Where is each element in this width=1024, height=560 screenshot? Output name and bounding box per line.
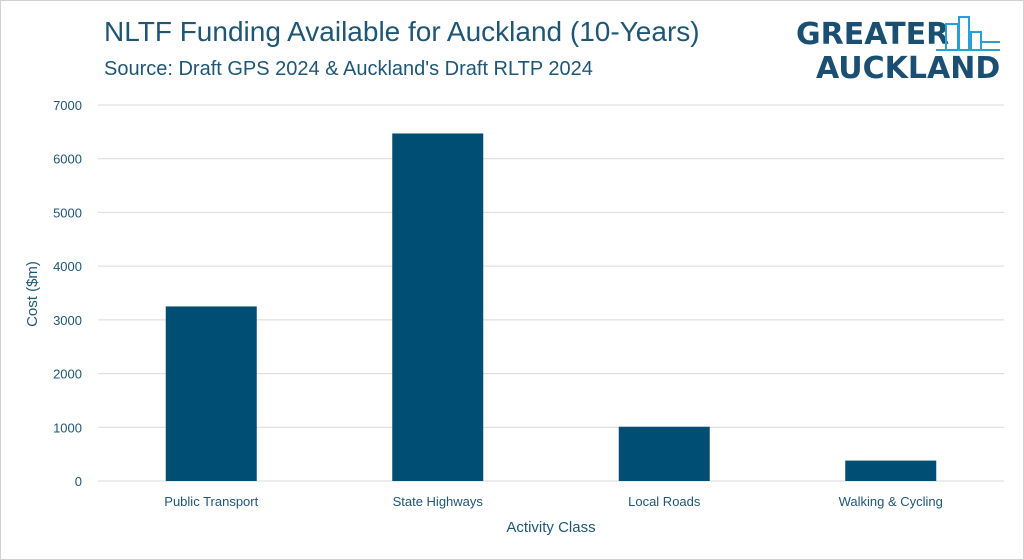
y-tick-label: 5000 xyxy=(53,205,82,220)
x-tick-label: State Highways xyxy=(393,494,484,509)
bar xyxy=(845,460,937,481)
y-tick-label: 0 xyxy=(75,474,82,489)
x-tick-label: Walking & Cycling xyxy=(839,494,943,509)
y-axis-title: Cost ($m) xyxy=(24,261,41,327)
logo-line1: GREATER xyxy=(796,17,949,52)
x-axis-ticks: Public Transport State Highways Local Road… xyxy=(164,494,943,509)
y-tick-label: 7000 xyxy=(53,98,82,113)
bar xyxy=(392,133,484,481)
y-tick-label: 6000 xyxy=(53,152,82,167)
y-tick-label: 1000 xyxy=(53,420,82,435)
greater-auckland-logo: GREATER AUCKLAND xyxy=(796,16,1000,84)
bar xyxy=(165,306,257,481)
y-axis-ticks: 0 1000 2000 3000 4000 5000 6000 7000 xyxy=(53,98,82,489)
y-tick-label: 4000 xyxy=(53,259,82,274)
x-tick-label: Public Transport xyxy=(164,494,258,509)
x-tick-label: Local Roads xyxy=(628,494,701,509)
city-skyline-icon xyxy=(936,16,1000,51)
chart-subtitle: Source: Draft GPS 2024 & Auckland's Draf… xyxy=(104,58,593,80)
chart-title: NLTF Funding Available for Auckland (10-… xyxy=(104,16,700,47)
x-axis-title: Activity Class xyxy=(506,519,595,536)
logo-line2: AUCKLAND xyxy=(816,51,1000,84)
bar xyxy=(618,426,710,481)
y-tick-label: 3000 xyxy=(53,313,82,328)
bars xyxy=(165,133,937,481)
y-tick-label: 2000 xyxy=(53,367,82,382)
